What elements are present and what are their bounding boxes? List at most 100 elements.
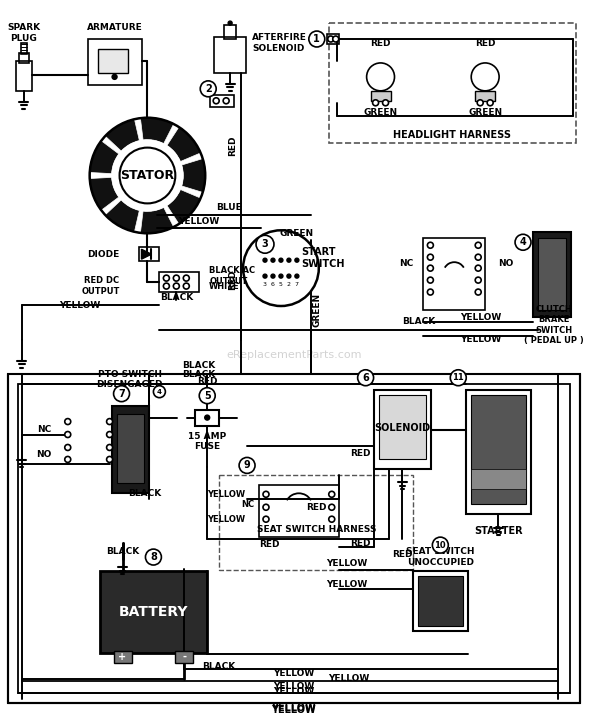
- Text: WHITE: WHITE: [209, 281, 240, 291]
- Text: 8: 8: [150, 552, 157, 562]
- Circle shape: [107, 444, 113, 450]
- Circle shape: [487, 100, 493, 106]
- Circle shape: [271, 274, 275, 278]
- Circle shape: [199, 388, 215, 404]
- Circle shape: [427, 289, 434, 295]
- Text: YELLOW: YELLOW: [271, 706, 316, 715]
- Text: BLACK AC
OUTPUT: BLACK AC OUTPUT: [209, 266, 255, 286]
- Circle shape: [329, 516, 335, 522]
- Text: +: +: [119, 652, 127, 662]
- Circle shape: [153, 386, 165, 398]
- Text: ARMATURE: ARMATURE: [87, 22, 142, 32]
- FancyBboxPatch shape: [533, 233, 571, 317]
- Text: STARTER: STARTER: [474, 526, 522, 536]
- Text: BATTERY: BATTERY: [119, 605, 188, 619]
- Text: RED: RED: [350, 538, 371, 548]
- Circle shape: [333, 36, 339, 42]
- Text: CLUTCH
BRAKE
SWITCH
( PEDAL UP ): CLUTCH BRAKE SWITCH ( PEDAL UP ): [524, 305, 584, 345]
- Text: YELLOW: YELLOW: [326, 559, 368, 567]
- Wedge shape: [90, 177, 119, 210]
- Text: YELLOW: YELLOW: [273, 687, 314, 696]
- Text: NC: NC: [241, 500, 254, 509]
- Text: AFTERFIRE
SOLENOID: AFTERFIRE SOLENOID: [252, 33, 307, 52]
- Circle shape: [309, 31, 324, 47]
- FancyBboxPatch shape: [195, 409, 219, 426]
- Circle shape: [107, 419, 113, 424]
- Wedge shape: [105, 119, 139, 151]
- Circle shape: [382, 100, 389, 106]
- Text: NC: NC: [399, 258, 414, 268]
- Text: YELLOW: YELLOW: [461, 314, 502, 322]
- Text: 1: 1: [313, 34, 320, 44]
- Circle shape: [205, 415, 209, 420]
- Circle shape: [163, 275, 169, 281]
- Circle shape: [163, 283, 169, 289]
- Text: RED: RED: [371, 39, 391, 47]
- Circle shape: [200, 81, 216, 97]
- Text: RED: RED: [228, 136, 238, 156]
- Circle shape: [263, 258, 267, 262]
- Circle shape: [120, 148, 175, 203]
- Text: START
SWITCH: START SWITCH: [301, 248, 345, 269]
- Circle shape: [65, 444, 71, 450]
- FancyBboxPatch shape: [538, 238, 566, 310]
- Circle shape: [475, 242, 481, 248]
- Text: 6: 6: [271, 281, 275, 286]
- Text: YELLOW: YELLOW: [273, 669, 314, 678]
- Circle shape: [146, 549, 162, 565]
- Text: YELLOW: YELLOW: [207, 515, 245, 523]
- Wedge shape: [167, 190, 201, 224]
- Text: HEADLIGHT HARNESS: HEADLIGHT HARNESS: [394, 130, 512, 140]
- Text: YELLOW: YELLOW: [461, 335, 502, 345]
- Circle shape: [475, 289, 481, 295]
- Wedge shape: [140, 118, 173, 144]
- Text: SEAT SWITCH HARNESS: SEAT SWITCH HARNESS: [257, 525, 376, 533]
- Circle shape: [263, 274, 267, 278]
- Circle shape: [213, 98, 219, 104]
- Text: RED: RED: [392, 549, 413, 559]
- Circle shape: [477, 100, 483, 106]
- Circle shape: [471, 63, 499, 90]
- FancyBboxPatch shape: [379, 395, 427, 460]
- FancyBboxPatch shape: [97, 49, 127, 73]
- Circle shape: [295, 258, 299, 262]
- Text: BLACK: BLACK: [106, 546, 139, 556]
- Circle shape: [112, 139, 183, 211]
- Text: YELLOW: YELLOW: [271, 704, 316, 714]
- Text: YELLOW: YELLOW: [59, 301, 100, 309]
- Text: GREEN: GREEN: [468, 108, 502, 117]
- Circle shape: [279, 274, 283, 278]
- Circle shape: [475, 254, 481, 260]
- Text: 4: 4: [157, 388, 162, 395]
- Text: GREEN: GREEN: [280, 229, 314, 238]
- Text: 4: 4: [520, 237, 526, 247]
- Text: RED: RED: [475, 39, 496, 47]
- Wedge shape: [182, 159, 205, 192]
- Circle shape: [515, 234, 531, 250]
- Text: BLACK: BLACK: [183, 370, 216, 379]
- Text: STATOR: STATOR: [120, 169, 175, 182]
- FancyBboxPatch shape: [113, 651, 132, 663]
- Text: 15 AMP
FUSE: 15 AMP FUSE: [188, 432, 227, 451]
- Wedge shape: [140, 208, 173, 233]
- Text: BLACK: BLACK: [183, 361, 216, 370]
- Circle shape: [256, 236, 274, 253]
- Text: 5: 5: [204, 391, 211, 401]
- Circle shape: [450, 370, 466, 386]
- Text: PTO SWITCH
DISENGAGED: PTO SWITCH DISENGAGED: [96, 370, 163, 389]
- Text: BLACK: BLACK: [402, 317, 435, 327]
- Text: 10: 10: [434, 541, 446, 549]
- Text: 2: 2: [287, 281, 291, 286]
- Circle shape: [427, 265, 434, 271]
- FancyBboxPatch shape: [471, 395, 526, 504]
- Circle shape: [263, 516, 269, 522]
- Wedge shape: [105, 200, 139, 232]
- Text: YELLOW: YELLOW: [273, 682, 314, 691]
- Circle shape: [328, 36, 334, 42]
- Circle shape: [475, 277, 481, 283]
- Text: NO: NO: [498, 258, 513, 268]
- Text: 7: 7: [295, 281, 299, 286]
- Circle shape: [173, 283, 179, 289]
- Circle shape: [223, 98, 229, 104]
- Circle shape: [287, 258, 291, 262]
